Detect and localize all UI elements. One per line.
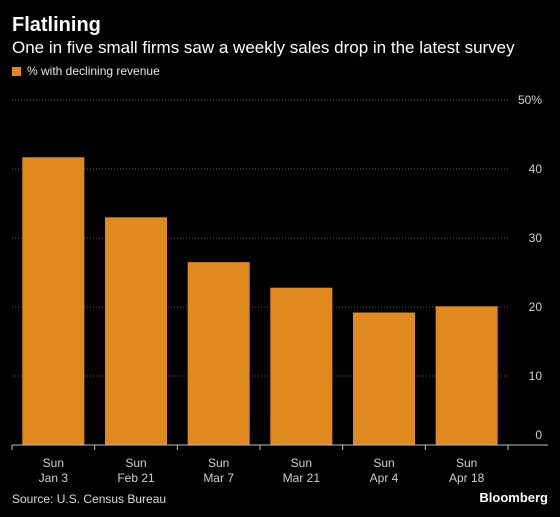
legend-label: % with declining revenue: [27, 64, 160, 78]
x-tick-label: Sun: [208, 456, 229, 470]
bar: [353, 312, 415, 445]
x-tick-label: Sun: [373, 456, 394, 470]
y-tick-label: 0: [535, 428, 542, 442]
y-tick-label: 10: [529, 369, 543, 383]
legend-swatch: [12, 66, 21, 76]
bar: [270, 287, 333, 445]
x-tick-label: Sun: [125, 456, 146, 470]
y-tick-label: 50%: [518, 93, 542, 107]
x-tick-label: Mar 7: [203, 471, 234, 485]
source-note: Source: U.S. Census Bureau: [12, 492, 167, 506]
y-tick-label: 30: [529, 231, 543, 245]
legend: % with declining revenue: [12, 64, 160, 78]
chart-subtitle: One in five small firms saw a weekly sal…: [12, 38, 515, 57]
x-tick-label: Apr 18: [449, 471, 485, 485]
y-tick-label: 20: [529, 300, 543, 314]
chart-title: Flatlining: [12, 14, 101, 36]
x-tick-label: Sun: [456, 456, 477, 470]
bar: [187, 262, 250, 445]
bloomberg-logo: Bloomberg: [479, 490, 548, 505]
x-tick-label: Sun: [291, 456, 312, 470]
x-tick-label: Jan 3: [39, 471, 69, 485]
bar: [22, 157, 85, 445]
x-tick-label: Apr 4: [370, 471, 399, 485]
bar: [435, 306, 498, 445]
y-tick-label: 40: [529, 162, 543, 176]
x-tick-label: Mar 21: [283, 471, 321, 485]
bar: [105, 217, 167, 445]
x-tick-label: Feb 21: [117, 471, 155, 485]
x-tick-label: Sun: [43, 456, 64, 470]
